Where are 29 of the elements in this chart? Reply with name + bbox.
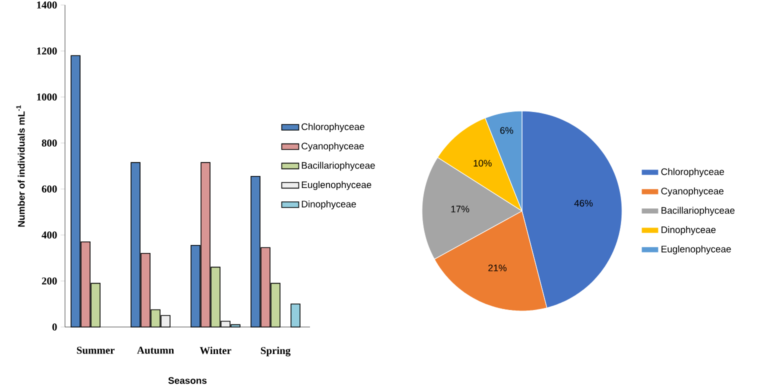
data-label: 6% xyxy=(500,127,514,134)
y-axis-title: Number of individuals mL$^{-1}$ xyxy=(16,105,25,227)
data-label: 46% xyxy=(574,200,593,207)
y-tick-label: 600 xyxy=(42,185,57,193)
legend-label: Dinophyceae xyxy=(662,226,716,235)
legend-label: Bacillariophyceae xyxy=(662,206,735,216)
x-tick-label: Autumn xyxy=(137,346,174,354)
y-tick-label: 200 xyxy=(42,277,57,285)
x-axis-title: Seasons xyxy=(168,377,207,384)
legend-label: Chlorophyceae xyxy=(302,123,364,132)
data-label: 10% xyxy=(474,160,492,167)
x-tick-label: Spring xyxy=(260,346,291,356)
legend-label: Cyanophyceae xyxy=(302,142,364,152)
legend-label: Dinophyceae xyxy=(302,200,356,210)
legend-label: Euglenophyceae xyxy=(302,181,372,190)
legend-label: Chlorophyceae xyxy=(661,168,724,177)
legend-label: Bacillariophyceae xyxy=(302,162,375,171)
data-label: 21% xyxy=(488,264,507,272)
y-tick-label: 800 xyxy=(42,139,57,147)
data-label: 17% xyxy=(451,206,470,212)
y-tick-label: 1000 xyxy=(37,93,57,101)
y-tick-label: 400 xyxy=(42,231,57,239)
y-tick-label: 0 xyxy=(52,323,57,331)
y-tick-label: 1200 xyxy=(37,47,57,55)
legend-label: Euglenophyceae xyxy=(662,245,731,254)
x-tick-label: Summer xyxy=(76,346,115,354)
legend-label: Cyanophyceae xyxy=(661,187,724,196)
y-tick-label: 1400 xyxy=(37,1,57,9)
x-tick-label: Winter xyxy=(200,346,232,354)
